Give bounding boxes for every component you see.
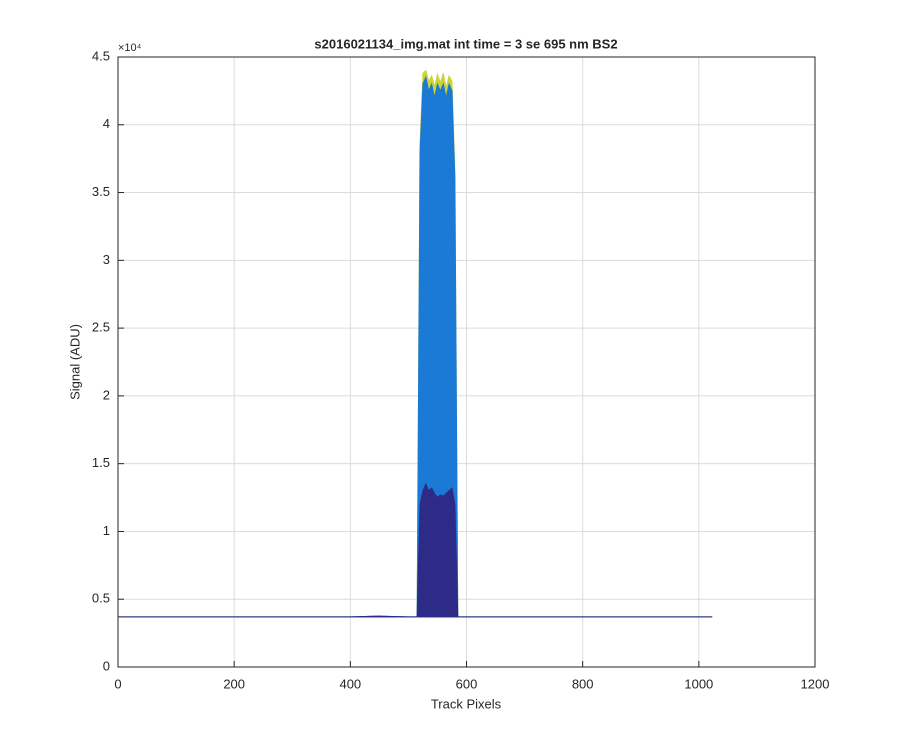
y-tick-label: 0.5	[92, 591, 110, 606]
y-tick-label: 3.5	[92, 184, 110, 199]
x-tick-label: 800	[572, 676, 594, 691]
y-tick-label: 3	[103, 252, 110, 267]
x-tick-label: 1200	[801, 676, 830, 691]
y-tick-label: 1.5	[92, 455, 110, 470]
y-axis-label: Signal (ADU)	[67, 324, 82, 400]
chart-title: s2016021134_img.mat int time = 3 se 695 …	[314, 36, 617, 51]
x-axis-label: Track Pixels	[431, 696, 502, 711]
x-tick-label: 1000	[684, 676, 713, 691]
x-tick-label: 600	[456, 676, 478, 691]
y-tick-label: 0	[103, 658, 110, 673]
axes-box	[117, 56, 816, 668]
x-tick-label: 200	[223, 676, 245, 691]
x-tick-label: 400	[339, 676, 361, 691]
area	[118, 482, 713, 618]
y-tick-label: 2.5	[92, 320, 110, 335]
y-multiplier: ×10⁴	[118, 42, 142, 54]
x-tick-label: 0	[114, 676, 121, 691]
y-tick-label: 2	[103, 387, 110, 402]
y-tick-label: 4	[103, 116, 110, 131]
y-tick-label: 1	[103, 523, 110, 538]
y-tick-label: 4.5	[92, 48, 110, 63]
